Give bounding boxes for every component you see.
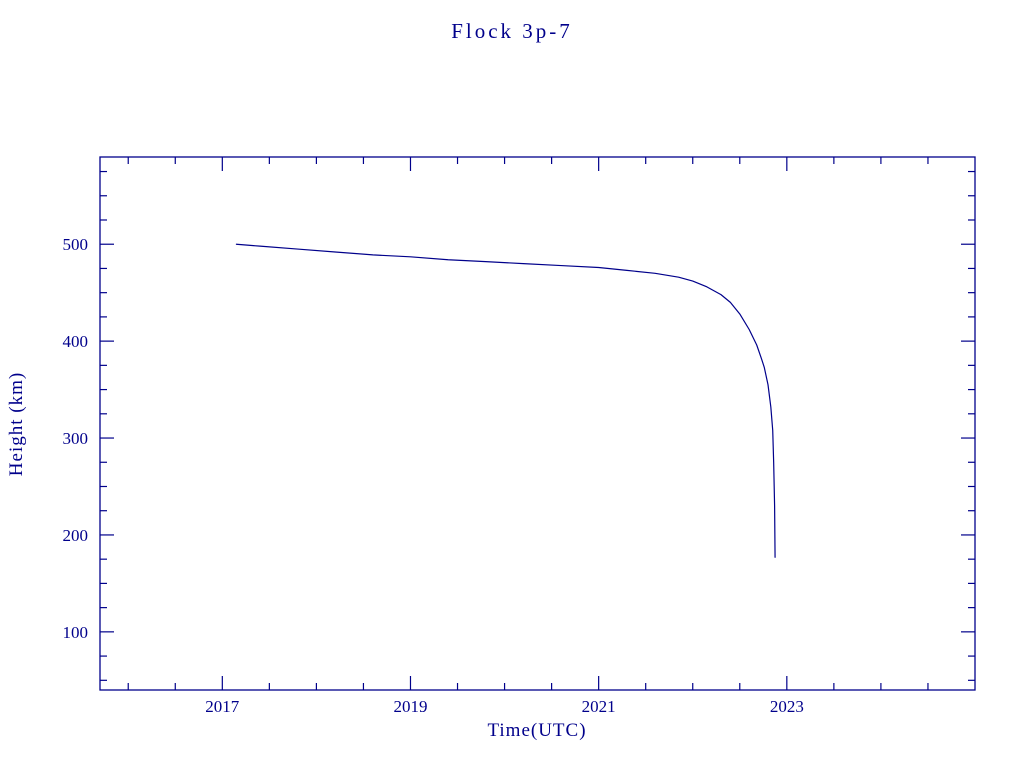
y-tick-label-200: 200 <box>63 526 89 545</box>
plot-border <box>99 156 976 691</box>
plot-frame <box>99 156 976 691</box>
x-tick-label-2021: 2021 <box>582 697 616 716</box>
y-tick-label-500: 500 <box>63 235 89 254</box>
y-axis-label: Height (km) <box>6 372 27 476</box>
height-data-line <box>235 243 776 558</box>
y-tick-label-400: 400 <box>63 332 89 351</box>
y-tick-label-300: 300 <box>63 429 89 448</box>
x-axis-label: Time(UTC) <box>487 720 586 741</box>
axis-tick-labels: 2017 2019 2021 2023 100 200 300 400 500 <box>63 235 804 716</box>
x-tick-label-2019: 2019 <box>393 697 427 716</box>
chart-title: Flock 3p-7 <box>451 19 573 43</box>
x-tick-label-2023: 2023 <box>770 697 804 716</box>
y-tick-label-100: 100 <box>63 623 89 642</box>
axis-tick-marks <box>100 157 975 690</box>
x-tick-label-2017: 2017 <box>205 697 240 716</box>
